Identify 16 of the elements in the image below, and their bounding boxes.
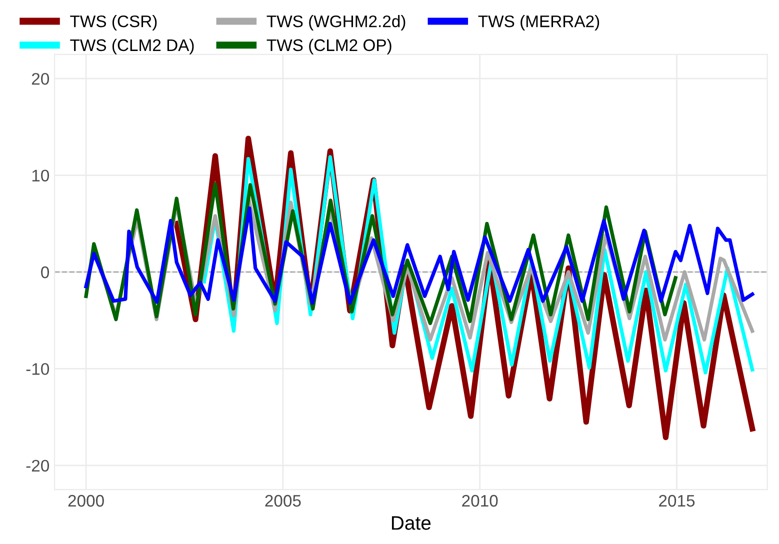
legend-label: TWS (CLM2 DA) [70,38,194,54]
y-tick-label: 20 [32,72,50,85]
x-tick-label: 2000 [68,494,104,507]
x-tick-label: 2010 [462,494,498,507]
y-tick-label: 10 [32,170,50,182]
legend-label: TWS (WGHM2.2d) [266,15,406,31]
legend-label: TWS (MERRA2) [478,15,600,31]
x-tick-label: 2005 [265,494,301,507]
legend-label: TWS (CLM2 OP) [266,38,392,54]
line-series [84,206,754,305]
legend-label: TWS (CSR) [70,15,157,31]
x-tick-label: 2015 [659,494,695,507]
y-tick-label: -10 [26,363,50,375]
x-axis-title: Date [392,516,431,530]
y-tick-label: 0 [41,266,50,278]
y-tick-label: -20 [26,460,50,472]
